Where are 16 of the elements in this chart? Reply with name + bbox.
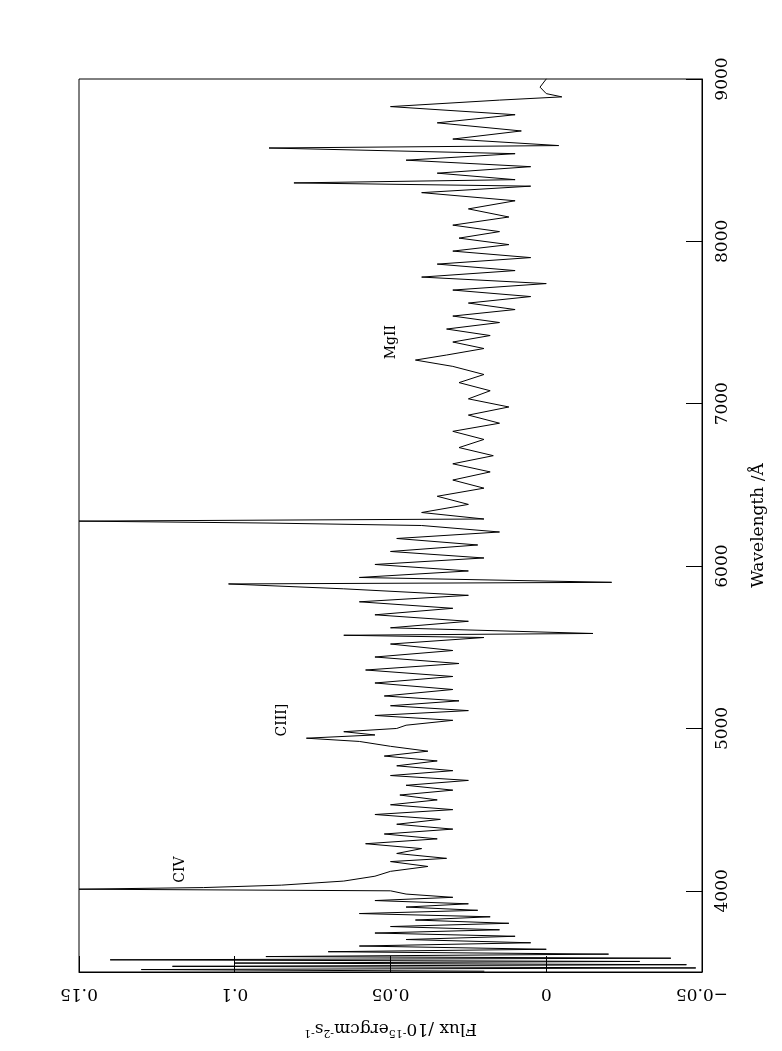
x-tick-label: 0.05 [371,984,410,1005]
y-tick-label: 8000 [710,219,731,263]
annotation: CIII] [273,703,290,737]
annotation: MgII [382,324,399,360]
annotation: CIV [170,855,187,883]
y-tick-label: 4000 [710,869,731,913]
y-tick-label: 6000 [710,544,731,588]
y-tick-label: 7000 [710,382,731,426]
x-tick-label: 0 [540,984,552,1005]
y-tick-label: 5000 [710,706,731,751]
x-tick-label: 0.1 [221,984,249,1005]
x-tick-label: 0.15 [60,984,98,1005]
y-tick-label: 9000 [710,57,731,101]
y-axis-title: Wavelength /Å [746,462,767,588]
x-tick-label: −0.05 [675,984,729,1005]
x-axis-title: Flux /10-15ergcm-2s-1 [303,1019,478,1040]
